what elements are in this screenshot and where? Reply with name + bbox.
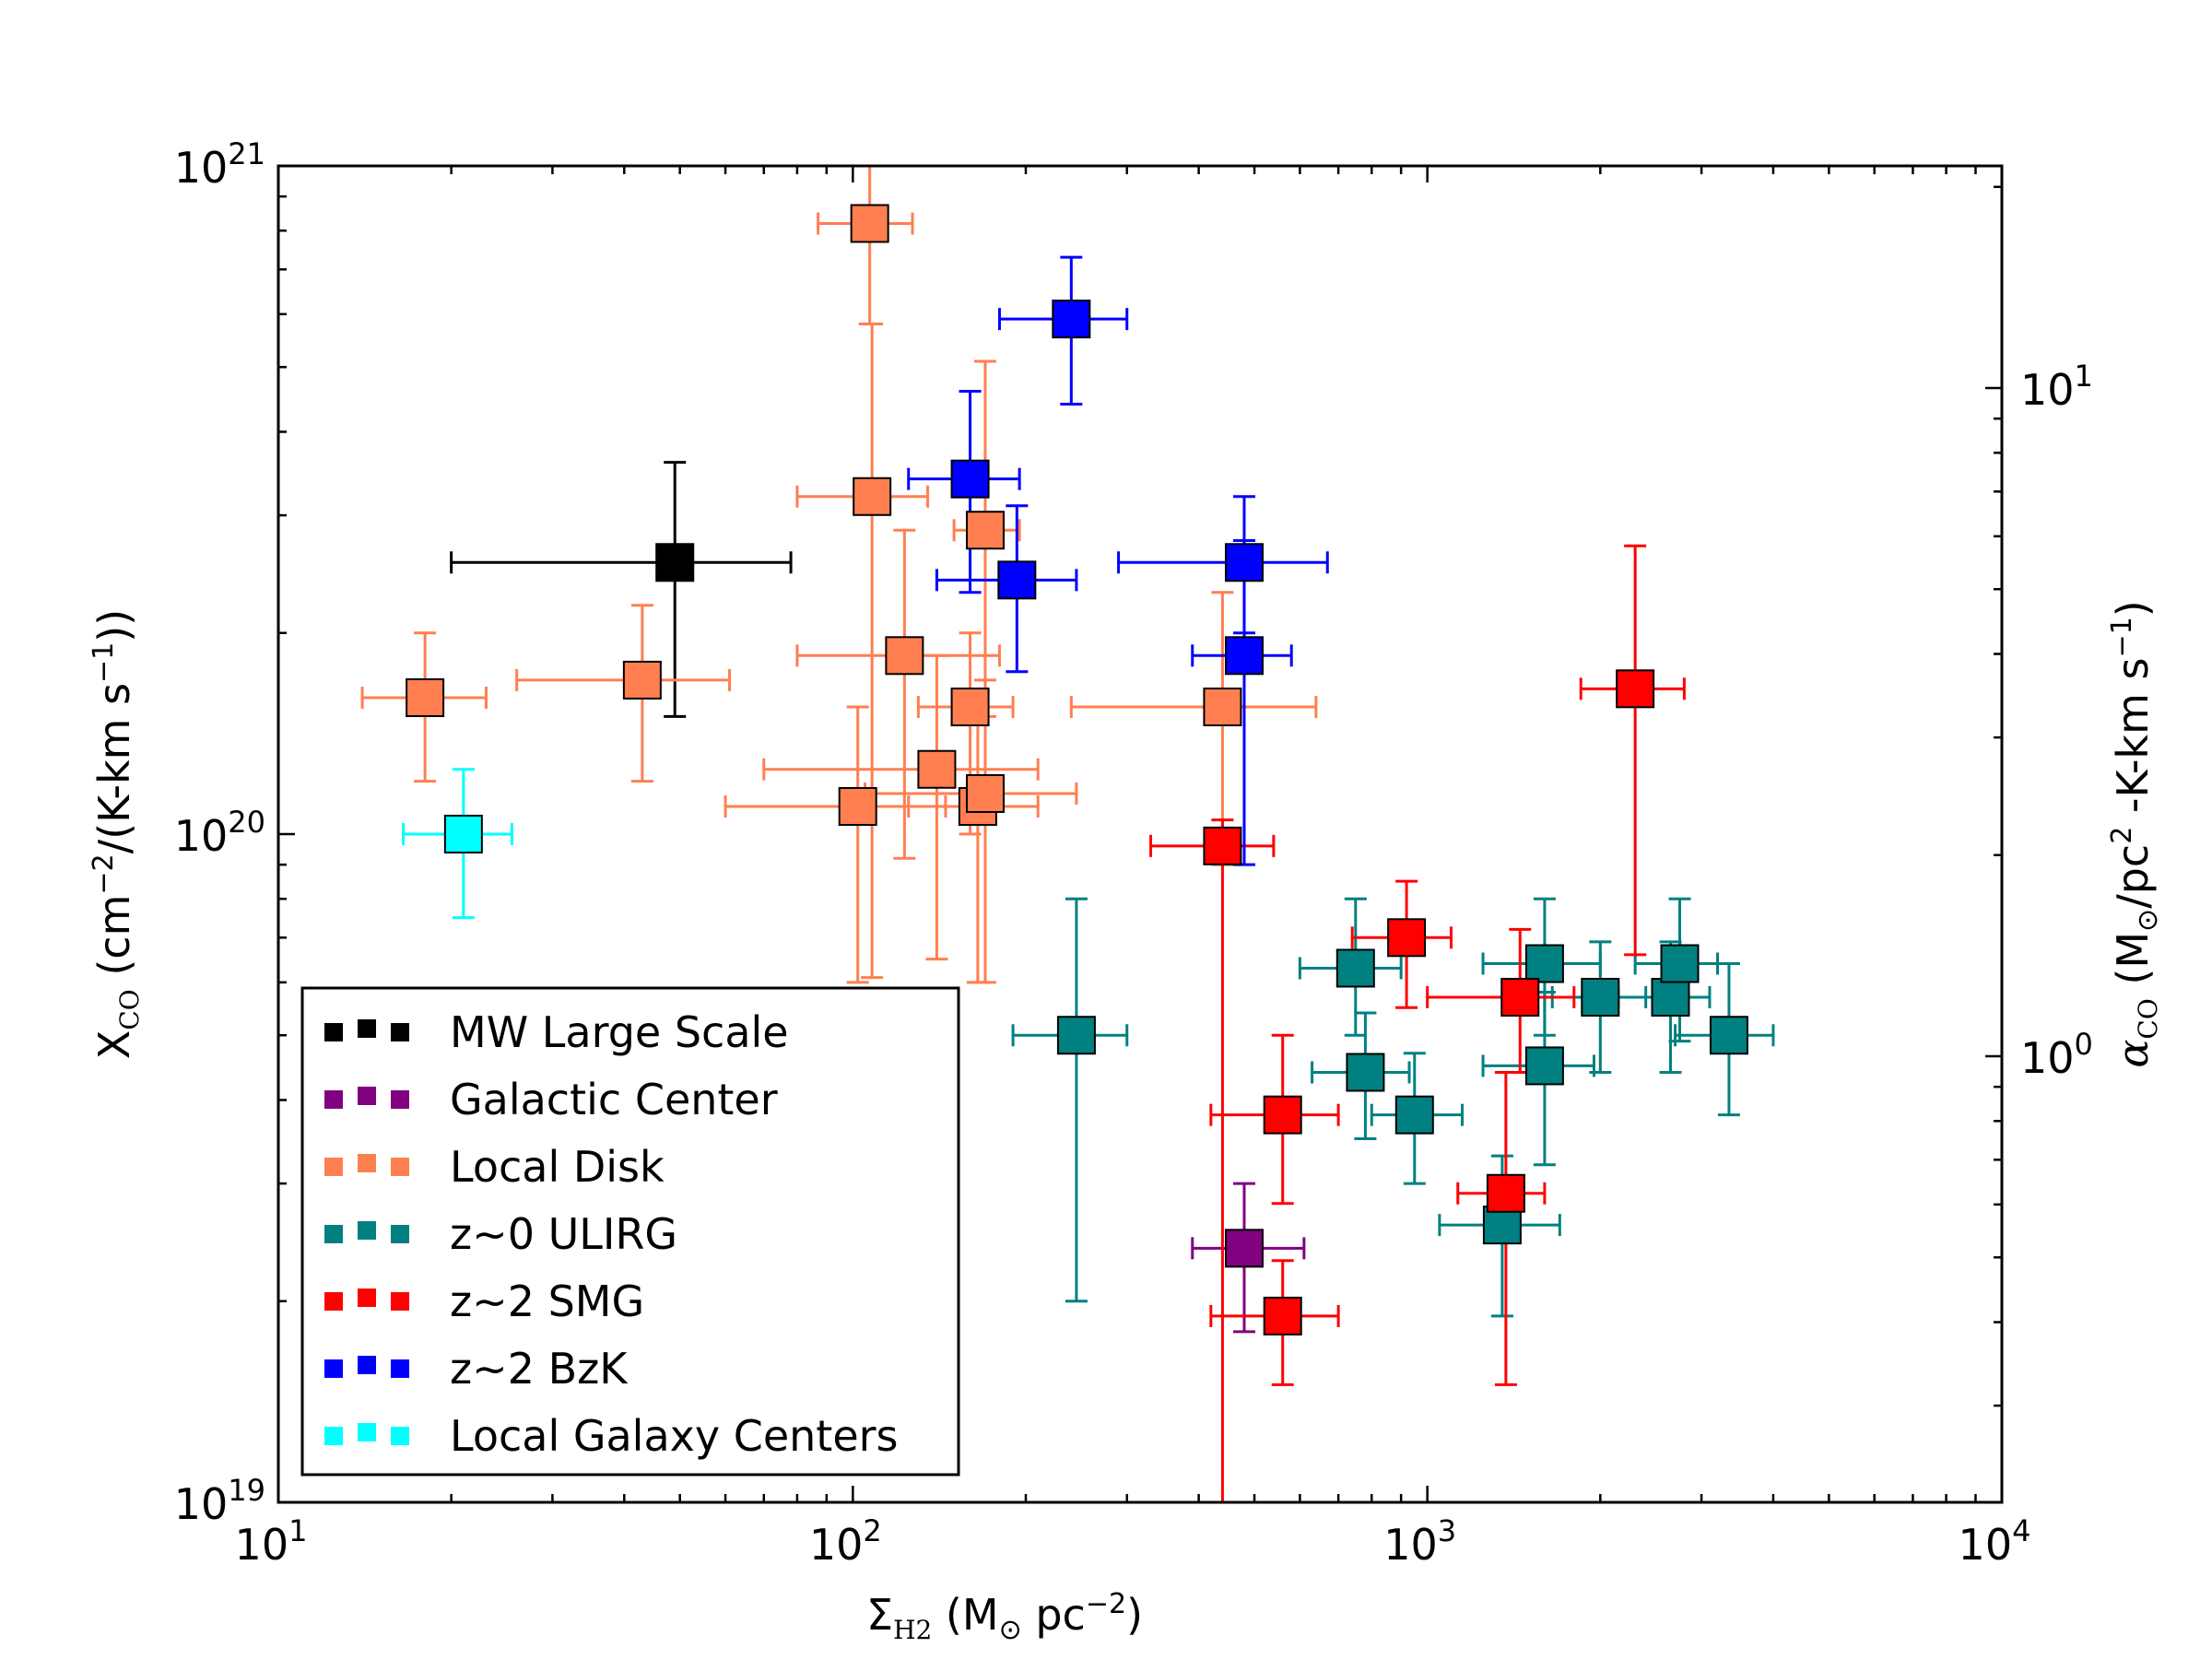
legend-marker [324,1292,343,1311]
x-tick-label: 102 [809,1513,882,1570]
legend-marker [324,1359,343,1378]
legend-marker [358,1087,376,1105]
legend-item: Local Disk [324,1142,665,1192]
legend-marker [358,1019,376,1038]
legend-marker [391,1158,409,1176]
y-axis-title: XCO (cm−2/(K-km s−1)) [88,609,145,1059]
data-point [1052,300,1091,339]
data-point [965,511,1005,550]
data-point [917,749,957,789]
data-point [443,815,483,853]
legend-item: MW Large Scale [324,1007,789,1057]
x-tick-label: 104 [1959,1513,2031,1570]
data-point [1056,1016,1096,1055]
y-tick-label: 1021 [174,136,265,193]
data-point [1482,1206,1522,1245]
data-point [1651,977,1690,1017]
legend-label: z~2 BzK [450,1344,629,1394]
y2-axis-title: αCO (M⊙/pc2 -K-km s−1) [2106,600,2164,1067]
data-point [1500,977,1540,1017]
data-point [1524,944,1564,983]
legend-label: MW Large Scale [450,1007,789,1057]
legend-marker [358,1154,376,1172]
legend-label: z~0 ULIRG [450,1209,677,1259]
legend-marker [324,1225,343,1243]
data-point [1581,977,1620,1017]
legend-marker [391,1427,409,1445]
legend-marker [391,1090,409,1109]
legend-item: z~2 SMG [324,1277,644,1326]
data-point [1616,669,1655,709]
legend-marker [358,1221,376,1240]
x-axis-title: ΣH2 (M⊙ pc−2) [866,1588,1143,1646]
error-bar [795,323,930,980]
legend: MW Large Scale Galactic Center Local Disk z… [300,986,960,1477]
error-bar [450,461,793,718]
legend-marker [391,1359,409,1378]
legend-marker [324,1427,343,1445]
data-point [885,636,924,676]
tick-labels: 101 102 103 104 1019 1020 1021 100 101 [174,136,2093,1570]
legend-item: Local Galaxy Centers [324,1411,899,1461]
legend-marker [391,1023,409,1041]
y2-tick-label: 100 [2020,1027,2093,1083]
data-point [1335,948,1375,988]
data-point [950,688,990,727]
data-point [950,459,990,499]
data-point [622,660,662,700]
y-tick-label: 1019 [174,1473,265,1529]
legend-label: Local Galaxy Centers [450,1411,899,1461]
data-point [1203,688,1242,727]
data-point [1203,826,1242,865]
data-point [965,773,1005,813]
data-point [853,477,892,516]
plot-area [360,166,1775,1502]
data-point [850,204,889,243]
x-tick-label: 103 [1383,1513,1456,1570]
x-tick-label: 101 [235,1513,308,1570]
legend-label: Local Disk [450,1142,665,1192]
legend-marker [391,1225,409,1243]
legend-label: Galactic Center [450,1075,778,1124]
data-point [838,786,877,826]
data-point [1263,1296,1302,1335]
data-point [1263,1095,1302,1135]
data-point [1660,944,1700,983]
legend-label: z~2 SMG [450,1277,644,1326]
legend-marker [324,1090,343,1109]
data-point [1524,1046,1564,1086]
legend-marker [391,1292,409,1311]
data-point [406,678,445,718]
data-markers [406,204,1748,1335]
y-tick-label: 1020 [174,805,265,861]
data-point [1346,1053,1385,1092]
error-bar [762,653,1040,961]
data-point [1224,1229,1264,1268]
legend-item: z~2 BzK [324,1344,629,1394]
data-point [655,543,695,582]
legend-frame [300,986,960,1477]
legend-marker [324,1158,343,1176]
data-point [1224,636,1264,676]
legend-item: z~0 ULIRG [324,1209,677,1259]
data-point [1224,543,1264,582]
legend-item: Galactic Center [324,1075,778,1124]
data-point [997,560,1037,600]
data-point [1709,1016,1748,1055]
data-point [1387,918,1427,958]
error-bar [1579,544,1686,957]
legend-marker [358,1423,376,1441]
legend-marker [358,1356,376,1374]
data-point [1486,1173,1525,1213]
plot-frame [276,164,2004,1504]
legend-marker [324,1023,343,1041]
legend-marker [358,1288,376,1307]
y2-tick-label: 101 [2020,359,2093,415]
data-point [1394,1095,1434,1135]
